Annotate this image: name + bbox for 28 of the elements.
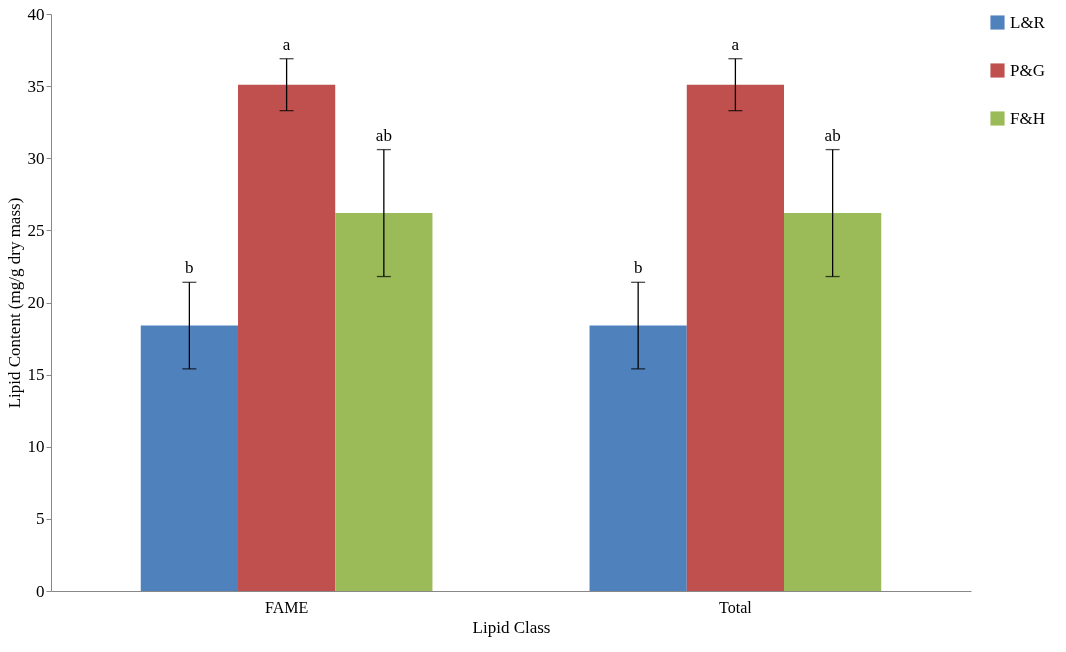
y-tick-label: 15	[27, 365, 45, 385]
y-tick-label: 35	[27, 76, 45, 96]
bar	[589, 325, 687, 591]
y-tick-label: 30	[27, 148, 45, 168]
y-tick-label: 20	[27, 293, 45, 312]
annotation: b	[633, 258, 643, 278]
bar	[784, 213, 882, 591]
annotation: b	[185, 258, 194, 278]
x-tick-label: FAME	[264, 598, 309, 616]
bar	[237, 84, 336, 591]
bar	[686, 84, 785, 591]
legend-label: F&H	[1010, 108, 1045, 128]
x-tick-label: Total	[719, 598, 753, 616]
annotation: a	[731, 34, 740, 54]
x-axis-title: Lipid Class	[472, 617, 551, 637]
y-axis-title: Lipid Content (mg/g dry mass)	[4, 197, 24, 409]
annotation: ab	[375, 125, 392, 145]
bar	[140, 325, 238, 591]
y-tick-label: 10	[27, 437, 45, 457]
annotation: ab	[824, 125, 841, 145]
annotation: a	[282, 34, 291, 54]
y-tick-label: 5	[36, 509, 45, 529]
legend-label: L&R	[1010, 12, 1046, 32]
y-tick-label: 0	[36, 581, 45, 601]
bar	[335, 213, 433, 591]
legend-label: P&G	[1010, 60, 1045, 80]
y-tick-label: 25	[27, 220, 45, 240]
y-tick-label: 40	[27, 4, 45, 24]
